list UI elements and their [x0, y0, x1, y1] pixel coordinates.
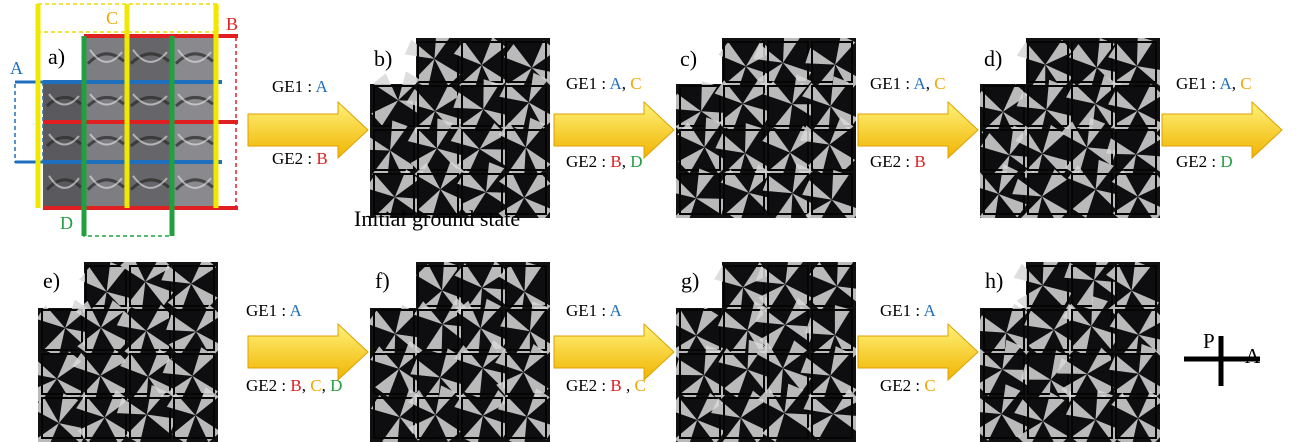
electrode-ref-b: B	[914, 152, 925, 171]
panel-label-d: d)	[984, 48, 1002, 70]
ge-prefix: GE1 :	[566, 301, 609, 320]
ge-prefix: GE1 :	[566, 74, 609, 93]
ge-prefix: GE1 :	[870, 74, 913, 93]
ge1-label-cd: GE1 : A, C	[870, 75, 946, 92]
panel-label-f: f)	[375, 270, 390, 292]
ge-prefix: GE2 :	[1176, 152, 1220, 171]
electrode-ref-a: A	[315, 77, 327, 96]
ge-prefix: GE2 :	[272, 149, 316, 168]
panel-label-e: e)	[43, 270, 60, 292]
electrode-ref-a: A	[923, 301, 935, 320]
panel-g	[676, 262, 856, 442]
separator: ,	[622, 74, 631, 93]
analyzer-label: A	[1245, 346, 1260, 367]
ge2-label-ef: GE2 : B, C, D	[246, 377, 342, 394]
electrode-ref-c: C	[630, 74, 641, 93]
ge1-label-bc: GE1 : A, C	[566, 75, 642, 92]
separator: ,	[302, 376, 311, 395]
separator: ,	[622, 376, 635, 395]
panel-b-caption: Initial ground state	[354, 206, 520, 232]
electrode-ref-a: A	[609, 74, 621, 93]
panel-a: C B A D	[10, 2, 250, 240]
ge-prefix: GE2 :	[246, 376, 290, 395]
yellow-arrow-icon	[552, 322, 676, 382]
electrode-ref-b: B	[610, 376, 621, 395]
yellow-arrow-icon	[1160, 100, 1284, 160]
cell-array-image	[980, 38, 1160, 218]
electrode-ref-c: C	[924, 376, 935, 395]
cell-array-image	[676, 38, 856, 218]
electrode-ref-a: A	[609, 301, 621, 320]
panel-label-a: a)	[48, 46, 65, 68]
electrode-ref-c: C	[1240, 74, 1251, 93]
panel-label-c: c)	[680, 48, 697, 70]
ge-prefix: GE1 :	[246, 301, 289, 320]
ge-prefix: GE2 :	[566, 152, 610, 171]
separator: ,	[1232, 74, 1241, 93]
cell-array-image	[370, 262, 550, 442]
electrode-ref-c: C	[310, 376, 321, 395]
panel-label-g: g)	[681, 270, 699, 292]
electrode-ref-d: D	[330, 376, 342, 395]
electrode-ref-c: C	[934, 74, 945, 93]
cell-array-image	[370, 38, 550, 218]
panel-d	[980, 38, 1160, 218]
yellow-arrow-icon	[856, 100, 980, 160]
electrode-ref-c: C	[634, 376, 645, 395]
electrode-ref-b: B	[290, 376, 301, 395]
polarizer-label: P	[1203, 331, 1215, 352]
ge2-label-bc: GE2 : B, D	[566, 153, 643, 170]
ge2-label-gh: GE2 : C	[880, 377, 936, 394]
electrode-ref-a: A	[1219, 74, 1231, 93]
yellow-arrow-icon	[552, 100, 676, 160]
panel-label-h: h)	[985, 270, 1003, 292]
panel-e	[38, 262, 218, 442]
ge-prefix: GE1 :	[1176, 74, 1219, 93]
panel-c	[676, 38, 856, 218]
cell-array-image	[676, 262, 856, 442]
ge-prefix: GE1 :	[880, 301, 923, 320]
ge1-label-gh: GE1 : A	[880, 302, 936, 319]
panel-label-b: b)	[374, 48, 392, 70]
electrode-label-d: D	[60, 214, 73, 232]
yellow-arrow-icon	[856, 322, 980, 382]
electrode-ref-d: D	[630, 152, 642, 171]
ge1-label-ef: GE1 : A	[246, 302, 302, 319]
separator: ,	[926, 74, 935, 93]
panel-f	[370, 262, 550, 442]
ge2-label-ab: GE2 : B	[272, 150, 328, 167]
ge-prefix: GE2 :	[870, 152, 914, 171]
ge-prefix: GE2 :	[566, 376, 610, 395]
ge-prefix: GE1 :	[272, 77, 315, 96]
electrode-label-c: C	[106, 9, 118, 27]
ge2-label-fg: GE2 : B , C	[566, 377, 646, 394]
panel-b	[370, 38, 550, 218]
panel-a-graphic	[10, 2, 250, 240]
electrode-ref-a: A	[913, 74, 925, 93]
electrode-ref-a: A	[289, 301, 301, 320]
separator: ,	[622, 152, 631, 171]
ge2-label-d-out: GE2 : D	[1176, 153, 1233, 170]
electrode-label-b: B	[226, 15, 238, 33]
electrode-ref-d: D	[1220, 152, 1232, 171]
electrode-ref-b: B	[610, 152, 621, 171]
ge1-label-d-out: GE1 : A, C	[1176, 75, 1252, 92]
yellow-arrow-icon	[246, 322, 370, 382]
electrode-ref-b: B	[316, 149, 327, 168]
separator: ,	[322, 376, 331, 395]
electrode-label-a: A	[10, 59, 23, 77]
ge1-label-ab: GE1 : A	[272, 78, 328, 95]
ge2-label-cd: GE2 : B	[870, 153, 926, 170]
ge1-label-fg: GE1 : A	[566, 302, 622, 319]
panel-h	[980, 262, 1160, 442]
cell-array-image	[980, 262, 1160, 442]
ge-prefix: GE2 :	[880, 376, 924, 395]
cell-array-image	[38, 262, 218, 442]
